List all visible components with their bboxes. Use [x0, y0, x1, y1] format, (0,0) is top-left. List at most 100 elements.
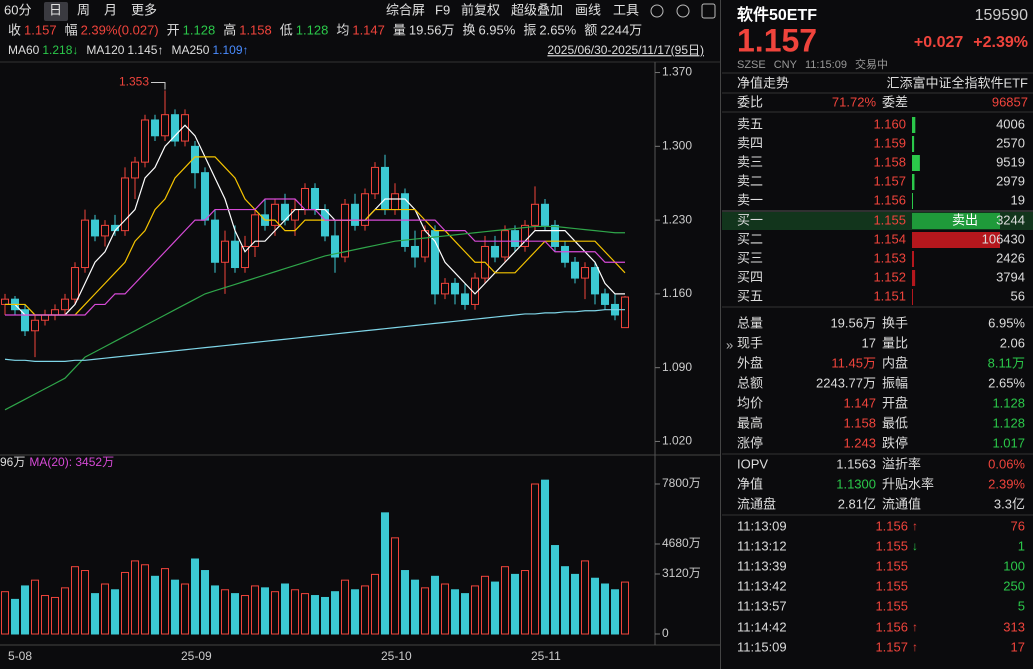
stat-label: 净值	[737, 476, 763, 491]
ratio-label: 委比	[737, 94, 763, 109]
tool-button[interactable]: 工具	[613, 2, 639, 17]
volume-bar	[101, 583, 109, 635]
candle-body	[521, 224, 529, 247]
volume-bar	[351, 589, 359, 635]
candle-body	[141, 119, 149, 163]
quote-value: 6.95%	[478, 22, 515, 37]
stat-value: 1.243	[843, 435, 876, 450]
ma-line	[4, 309, 625, 362]
stat-value: 8.11万	[988, 355, 1025, 370]
fund-name: 汇添富中证全指软件ETF	[886, 75, 1028, 90]
volume-bar	[121, 571, 129, 635]
volume-bar	[411, 579, 419, 635]
book-volume: 3244	[996, 212, 1025, 227]
stat-value: 2243.77万	[816, 375, 876, 390]
volume-bar	[471, 585, 479, 635]
stat-value: 0.06%	[988, 456, 1025, 471]
ma-label: MA60	[8, 43, 40, 57]
nav-tab[interactable]: 净值走势	[737, 75, 789, 90]
book-volume-bar	[912, 193, 913, 209]
tool-button[interactable]: 前复权	[461, 2, 500, 17]
candle-body	[621, 296, 629, 329]
book-label: 卖四	[737, 135, 763, 150]
y-tick-label: 1.020	[662, 434, 692, 448]
volume-bar	[21, 585, 29, 635]
trade-price: 1.156	[875, 518, 908, 533]
trade-time: 11:13:39	[737, 558, 787, 573]
panel-lines	[722, 72, 1033, 516]
candle-body	[351, 203, 359, 226]
date-range[interactable]: 2025/06/30-2025/11/17(95日)	[547, 43, 704, 57]
candle-body	[151, 119, 159, 137]
candle-body	[511, 230, 519, 247]
volume-bar	[371, 573, 379, 635]
change-pct: +2.39%	[973, 34, 1028, 51]
stat-label: 均价	[737, 395, 763, 410]
quote-label: 额	[584, 22, 597, 37]
volume-bar	[61, 587, 69, 635]
stat-label: 涨停	[737, 435, 763, 450]
stat-value: 2.65%	[988, 375, 1025, 390]
period-tab[interactable]: 周	[77, 2, 90, 17]
book-volume: 3794	[996, 269, 1025, 284]
x-tick-label: 5-08	[8, 649, 32, 663]
tool-button[interactable]: 超级叠加	[511, 2, 563, 17]
sell-button-label[interactable]: 卖出	[952, 212, 978, 227]
candle-body	[191, 145, 199, 174]
high-annotation: 1.353	[119, 75, 149, 89]
quote-label: 高	[223, 22, 236, 37]
stat-value: 1.158	[843, 415, 876, 430]
status: 交易中	[855, 57, 888, 71]
trade-arrow: ↑	[912, 620, 918, 634]
period-tab[interactable]: 更多	[131, 2, 157, 17]
volume-bar	[301, 593, 309, 635]
y-tick-label: 0	[662, 626, 669, 640]
last-price: 1.157	[737, 22, 817, 58]
settings-icon[interactable]	[650, 4, 664, 18]
y-tick-label: 1.090	[662, 360, 692, 374]
x-tick-label: 25-11	[531, 649, 561, 663]
candle-body	[101, 224, 109, 237]
ma-line	[4, 225, 625, 411]
tool-button[interactable]: 画线	[575, 2, 601, 17]
quote-label: 收	[8, 22, 21, 37]
period-tab[interactable]: 60分	[4, 2, 31, 17]
volume-bar	[211, 585, 219, 635]
trade-arrow: ↓	[912, 539, 918, 553]
trade-volume: 17	[1011, 639, 1025, 654]
info-icon[interactable]	[676, 4, 690, 18]
collapse-arrow[interactable]: »	[726, 337, 733, 352]
trade-time: 11:15:09	[737, 639, 787, 654]
tool-button[interactable]: 综合屏	[386, 2, 425, 17]
stat-label: 总量	[737, 315, 763, 330]
volume-bar	[601, 583, 609, 635]
book-volume: 106430	[982, 231, 1025, 246]
quote-label: 幅	[65, 22, 78, 37]
candle-body	[551, 224, 559, 247]
candle-body	[331, 235, 339, 258]
book-price: 1.151	[873, 288, 906, 303]
book-volume: 2426	[996, 250, 1025, 265]
period-tab[interactable]: 月	[104, 2, 117, 17]
book-label: 卖五	[737, 116, 763, 131]
volume-bar	[531, 483, 539, 635]
status: CNY	[774, 59, 798, 71]
volume-bar	[561, 566, 569, 635]
stat-label: 外盘	[737, 355, 763, 370]
ma-value: 1.109↑	[212, 43, 248, 57]
volume-bar	[1, 591, 9, 635]
tool-button[interactable]: F9	[435, 2, 450, 17]
volume-bar	[141, 564, 149, 635]
ma-value: 1.218↓	[42, 43, 78, 57]
trade-time: 11:13:12	[737, 538, 787, 553]
stat-label: 溢折率	[882, 456, 921, 471]
period-tab[interactable]: 日	[49, 2, 62, 17]
wp-icon[interactable]	[701, 3, 716, 19]
quote-value: 1.157	[24, 22, 57, 37]
volume-bar	[571, 573, 579, 635]
sell-button[interactable]	[912, 213, 1000, 229]
candle-body	[321, 209, 329, 237]
candle-body	[561, 245, 569, 263]
volume-bar	[421, 587, 429, 635]
stat-label: 现手	[737, 335, 763, 350]
